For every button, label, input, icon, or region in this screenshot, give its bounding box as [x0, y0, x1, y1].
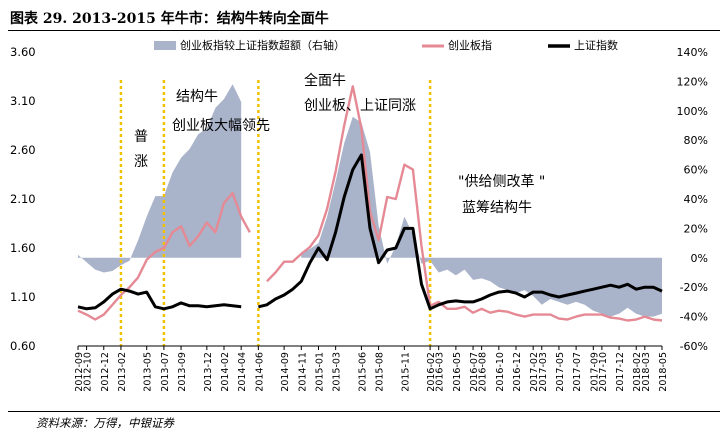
x-tick-label: 2015-06: [357, 352, 368, 392]
left-tick-label: 1.60: [10, 241, 36, 255]
x-tick-label: 2017-07: [572, 352, 583, 392]
x-tick-label: 2013-05: [143, 352, 154, 392]
chinext-line-segment-1: [77, 191, 251, 321]
excess-area-segment-2: [301, 116, 662, 317]
x-tick-label: 2015-11: [400, 352, 411, 392]
x-tick-label: 2013-09: [177, 352, 188, 392]
legend-label-chinext: 创业板指: [448, 38, 492, 52]
annotation-bluechip-bull: 蓝筹结构牛: [462, 199, 532, 216]
annotation-supply-side-reform: "供给侧改革 ": [458, 174, 545, 190]
x-tick-label: 2014-09: [280, 352, 291, 392]
annotation-both-rise: 创业板、上证同涨: [304, 98, 416, 114]
index-line-series: [77, 85, 663, 322]
right-tick-label: -60%: [680, 340, 708, 353]
x-tick-label: 2012-09: [74, 352, 85, 392]
right-tick-label: 0%: [691, 252, 708, 265]
right-tick-label: 60%: [684, 164, 708, 177]
excess-area-segment-1: [78, 84, 242, 273]
x-tick-label: 2017-05: [555, 352, 566, 392]
x-tick-label: 2018-05: [658, 352, 669, 392]
title-rule: [8, 30, 720, 31]
x-tick-label: 2016-10: [495, 352, 506, 392]
chinext-line-segment-2: [266, 85, 663, 322]
shanghai-line-segment-2: [258, 153, 663, 311]
x-tick-label: 2018-02: [632, 352, 643, 392]
annotation-zhang: 涨: [134, 154, 148, 170]
x-tick-label: 2014-06: [254, 352, 265, 392]
right-tick-label: 120%: [677, 75, 708, 88]
right-tick-label: -20%: [680, 281, 708, 294]
x-tick-label: 2018-03: [641, 352, 652, 392]
legend-label-excess: 创业板指较上证指数超额（右轴）: [180, 38, 345, 52]
left-tick-label: 2.60: [10, 143, 36, 157]
annotation-pu: 普: [134, 129, 148, 145]
annotation-full-bull: 全面牛: [304, 72, 346, 89]
figure-title: 图表 29. 2013-2015 年牛市：结构牛转向全面牛: [10, 11, 329, 27]
figure-source: 资料来源：万得，中银证券: [36, 416, 174, 430]
annotation-structural-bull: 结构牛: [176, 89, 218, 105]
x-tick-label: 2015-03: [332, 352, 343, 392]
x-tick-label: 2017-02: [529, 352, 540, 392]
legend-swatch-excess: [154, 41, 176, 50]
x-tick-label: 2013-12: [203, 352, 214, 392]
excess-area-series: [78, 84, 662, 317]
x-tick-label: 2017-12: [615, 352, 626, 392]
x-tick-label: 2017-09: [589, 352, 600, 392]
x-tick-label: 2014-02: [220, 352, 231, 392]
x-tick-label: 2013-07: [160, 352, 171, 392]
x-tick-label: 2012-12: [100, 352, 111, 392]
right-tick-label: -40%: [680, 311, 708, 324]
right-tick-label: 20%: [684, 222, 708, 235]
right-tick-label: 100%: [677, 105, 708, 118]
annotation-chinext-leads: 创业板大幅领先: [172, 118, 270, 134]
regime-lines: [119, 80, 432, 346]
legend: 创业板指较上证指数超额（右轴） 创业板指 上证指数: [154, 38, 618, 52]
legend-label-shanghai: 上证指数: [574, 38, 618, 52]
x-tick-label: 2013-02: [117, 352, 128, 392]
left-tick-label: 0.60: [10, 339, 36, 353]
left-tick-label: 3.60: [10, 45, 36, 59]
source-rule: [8, 411, 720, 412]
x-tick-label: 2016-12: [512, 352, 523, 392]
x-tick-label: 2016-07: [469, 352, 480, 392]
left-tick-label: 1.10: [10, 290, 36, 304]
right-tick-label: 40%: [684, 193, 708, 206]
shanghai-line-segment-1: [77, 287, 242, 311]
right-tick-label: 140%: [677, 46, 708, 59]
left-tick-label: 3.10: [10, 94, 36, 108]
left-tick-label: 2.10: [10, 192, 36, 206]
x-tick-label: 2017-03: [538, 352, 549, 392]
axes: 0.60 1.10 1.60 2.10 2.60 3.10 3.60 -60% -40% -20%…: [10, 45, 708, 392]
x-tick-label: 2016-02: [426, 352, 437, 392]
x-tick-label: 2016-08: [478, 352, 489, 392]
x-tick-label: 2016-05: [452, 352, 463, 392]
x-tick-label: 2017-10: [598, 352, 609, 392]
x-tick-label: 2016-03: [435, 352, 446, 392]
x-tick-label: 2014-04: [237, 352, 248, 392]
x-tick-label: 2015-01: [314, 352, 325, 392]
x-tick-label: 2014-11: [297, 352, 308, 392]
x-tick-label: 2012-10: [83, 352, 94, 392]
right-tick-label: 80%: [684, 134, 708, 147]
x-tick-label: 2015-08: [375, 352, 386, 392]
